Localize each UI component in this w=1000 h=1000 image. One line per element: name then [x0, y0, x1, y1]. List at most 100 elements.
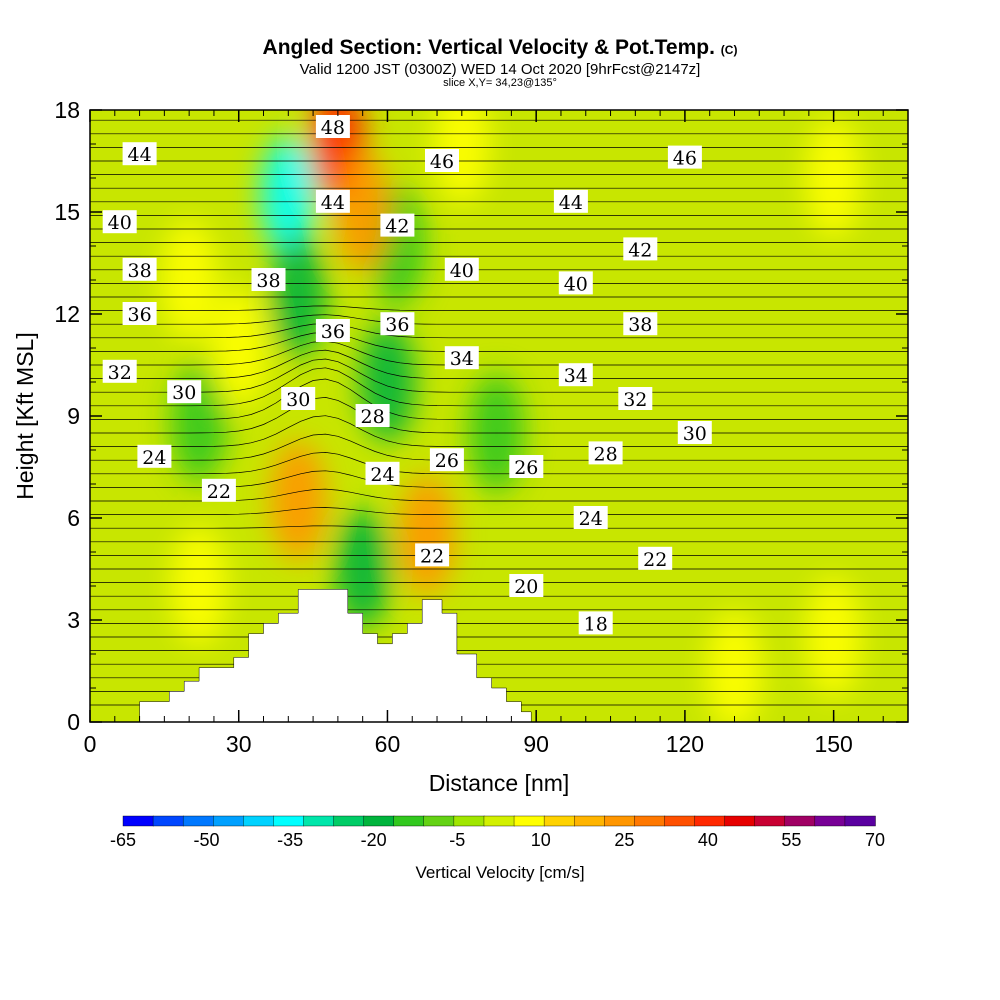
isentrope-label-bg — [623, 237, 658, 261]
isentrope-label-text: 44 — [559, 192, 583, 214]
isentrope-label-bg — [588, 441, 623, 465]
chart-subtitle: Valid 1200 JST (0300Z) WED 14 Oct 2020 [… — [299, 61, 701, 78]
isentrope-labels: 48 44 46 46 44 44 40 42 42 38 38 40 40 36 36 36 38 32 34 34… — [102, 115, 712, 635]
isentrope-label: 38 — [122, 257, 157, 282]
colorbar-swatch — [814, 815, 846, 827]
x-axis-label: Distance [nm] — [429, 770, 570, 796]
isentrope-label: 40 — [558, 271, 593, 295]
isentrope-label-bg — [167, 380, 202, 404]
colorbar-title: Vertical Velocity [cm/s] — [415, 863, 585, 882]
isentrope-label-text: 18 — [584, 613, 608, 635]
colorbar-swatch — [423, 815, 455, 827]
isentrope-label: 18 — [578, 611, 613, 635]
isentrope-label-text: 42 — [628, 239, 652, 261]
isentrope-label-bg — [122, 257, 157, 281]
colorbar-tick-label: -50 — [194, 830, 220, 850]
isentrope-label-text: 24 — [142, 447, 166, 469]
isentrope-label: 38 — [251, 268, 286, 292]
colorbar-swatch — [724, 815, 756, 827]
chart-title: Angled Section: Vertical Velocity & Pot.… — [262, 36, 738, 59]
isentrope-label: 36 — [315, 319, 350, 343]
isentrope-label-bg — [251, 268, 286, 291]
colorbar-swatch — [122, 815, 154, 827]
isentrope-label-bg — [380, 213, 415, 237]
isentrope-label-text: 40 — [108, 212, 132, 234]
isentrope-label: 22 — [415, 543, 450, 567]
isentrope-label: 36 — [380, 312, 415, 336]
isentrope-label-text: 24 — [579, 508, 603, 530]
colorbar-tick-label: 70 — [865, 830, 885, 850]
isentrope-line — [90, 415, 908, 447]
x-tick-label: 90 — [523, 731, 549, 757]
isentrope-line — [90, 305, 908, 311]
colorbar-swatch — [363, 815, 395, 827]
isentrope-label: 28 — [355, 404, 390, 428]
y-tick-label: 0 — [67, 709, 80, 735]
velocity-cell — [270, 441, 327, 561]
x-tick-label: 30 — [226, 731, 252, 757]
slice-info: slice X,Y= 34,23@135° — [443, 77, 557, 89]
isentrope-label-text: 30 — [286, 389, 310, 411]
colorbar-swatch — [543, 815, 575, 827]
isentrope-label: 30 — [281, 387, 316, 411]
isentrope-label-bg — [102, 359, 137, 383]
colorbar-tick-label: -5 — [449, 830, 465, 850]
isentrope-label-text: 40 — [450, 260, 474, 282]
isentrope-label-bg — [315, 319, 350, 342]
isentrope-label-bg — [667, 145, 702, 169]
isentrope-label-text: 24 — [370, 464, 394, 486]
isentrope-label: 26 — [429, 448, 464, 472]
isentrope-label-bg — [315, 189, 350, 213]
colorbar-tick-label: 10 — [531, 830, 551, 850]
isentrope-label-text: 22 — [207, 481, 231, 503]
y-tick-label: 6 — [67, 505, 80, 531]
isentrope-label-text: 36 — [321, 321, 345, 343]
velocity-cell — [433, 110, 490, 204]
colorbar-swatch — [303, 815, 335, 827]
velocity-cell — [334, 152, 391, 272]
isentrope-label: 38 — [623, 312, 658, 336]
isentrope-label-text: 22 — [420, 545, 444, 567]
isentrope-line — [90, 314, 908, 325]
colorbar-tick-label: -65 — [110, 830, 136, 850]
colorbar: -65 -50 -35 -20 -5 10 25 40 55 70 — [110, 815, 885, 850]
isentrope-label: 24 — [365, 461, 400, 486]
isentrope-label: 24 — [573, 506, 608, 530]
isentrope-label-text: 44 — [128, 144, 152, 166]
isentrope-line — [90, 378, 908, 420]
isentrope-label-bg — [677, 421, 712, 444]
isentrope-label-bg — [122, 142, 157, 166]
isentrope-line — [90, 349, 908, 379]
isentrope-label-bg — [137, 444, 172, 468]
isentrope-label: 22 — [638, 546, 673, 571]
isentrope-label-bg — [558, 363, 593, 387]
isentrope-label: 32 — [618, 387, 653, 411]
colorbar-swatch — [784, 815, 816, 827]
x-tick-label: 60 — [375, 731, 401, 757]
colorbar-tick-label: -20 — [361, 830, 387, 850]
isentrope-label-bg — [281, 387, 316, 410]
isentrope-label-bg — [415, 543, 450, 567]
colorbar-swatch — [243, 815, 275, 827]
isentrope-line — [90, 525, 908, 529]
y-tick-label: 9 — [67, 403, 80, 429]
isentrope-label: 20 — [509, 574, 544, 598]
plot-area: 48 44 46 46 44 44 40 42 42 38 38 40 40 36 36 36 38 32 34 34… — [90, 110, 908, 722]
colorbar-swatch — [513, 815, 545, 827]
isentrope-label: 44 — [553, 189, 588, 214]
colorbar-tick-label: 40 — [698, 830, 718, 850]
isentrope-label-bg — [553, 189, 588, 213]
isentrope-label: 26 — [509, 455, 544, 479]
isentrope-label-text: 40 — [564, 273, 588, 295]
isentrope-label-bg — [618, 387, 653, 410]
isentrope-label-bg — [638, 546, 673, 570]
isentrope-label-text: 38 — [628, 314, 652, 336]
colorbar-tick-label: 25 — [614, 830, 634, 850]
isentrope-label-text: 34 — [564, 365, 588, 387]
isentrope-label-text: 20 — [514, 576, 538, 598]
isentrope-label-text: 34 — [450, 348, 474, 370]
isentrope-label-text: 28 — [361, 406, 385, 428]
isentrope-line — [90, 507, 908, 515]
